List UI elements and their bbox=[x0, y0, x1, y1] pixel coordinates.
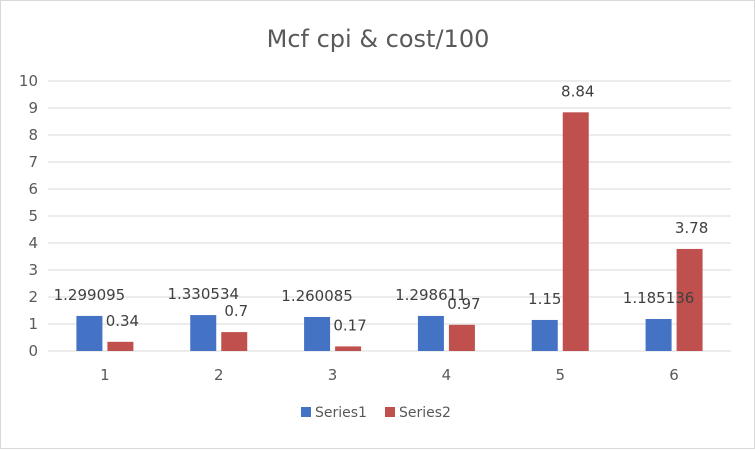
y-tick-label: 7 bbox=[28, 153, 38, 171]
x-tick-label: 5 bbox=[555, 366, 565, 384]
data-label-series1: 1.298611 bbox=[395, 286, 467, 304]
legend-label: Series1 bbox=[315, 405, 367, 421]
legend-swatch bbox=[301, 407, 311, 417]
bar-series1 bbox=[76, 315, 103, 351]
data-label-series1: 1.330534 bbox=[167, 285, 239, 303]
data-label-series2: 0.34 bbox=[106, 312, 139, 330]
legend: Series1 Series2 bbox=[301, 405, 451, 421]
bar-series2 bbox=[335, 346, 362, 351]
y-tick-label: 9 bbox=[28, 99, 38, 117]
bars bbox=[76, 112, 703, 351]
bar-series1 bbox=[417, 315, 444, 351]
bar-series2 bbox=[107, 341, 134, 351]
data-label-series2: 0.7 bbox=[224, 302, 248, 320]
bar-series1 bbox=[645, 319, 672, 351]
x-axis-ticks: 1 2 3 4 5 6 bbox=[100, 366, 679, 384]
data-label-series2: 3.78 bbox=[675, 219, 708, 237]
x-tick-label: 1 bbox=[100, 366, 110, 384]
legend-label: Series2 bbox=[399, 405, 451, 421]
data-label-series2: 0.17 bbox=[333, 316, 366, 334]
data-label-series1: 1.260085 bbox=[281, 287, 353, 305]
bar-series2 bbox=[562, 112, 589, 351]
data-label-series1: 1.185136 bbox=[623, 289, 695, 307]
x-tick-label: 2 bbox=[214, 366, 224, 384]
gridlines bbox=[48, 80, 731, 352]
y-tick-label: 2 bbox=[28, 288, 38, 306]
y-axis-ticks: 0 1 2 3 4 5 6 7 8 9 10 bbox=[19, 72, 38, 360]
bar-series2 bbox=[221, 332, 248, 351]
legend-swatch bbox=[385, 407, 395, 417]
y-tick-label: 4 bbox=[28, 234, 38, 252]
bar-series2 bbox=[448, 324, 475, 351]
x-tick-label: 3 bbox=[328, 366, 338, 384]
x-tick-label: 6 bbox=[669, 366, 679, 384]
y-tick-label: 3 bbox=[28, 261, 38, 279]
y-tick-label: 0 bbox=[28, 342, 38, 360]
bar-series1 bbox=[531, 319, 558, 351]
bar-series1 bbox=[304, 316, 331, 351]
data-label-series2: 0.97 bbox=[447, 295, 480, 313]
x-tick-label: 4 bbox=[442, 366, 452, 384]
data-label-series1: 1.15 bbox=[528, 290, 561, 308]
y-tick-label: 1 bbox=[28, 315, 38, 333]
data-label-series1: 1.299095 bbox=[54, 286, 126, 304]
y-tick-label: 10 bbox=[19, 72, 38, 90]
bar-series2 bbox=[676, 248, 703, 351]
y-tick-label: 6 bbox=[28, 180, 38, 198]
bar-series1 bbox=[190, 315, 217, 351]
y-tick-label: 5 bbox=[28, 207, 38, 225]
chart-title: Mcf cpi & cost/100 bbox=[267, 25, 490, 53]
y-tick-label: 8 bbox=[28, 126, 38, 144]
data-label-series2: 8.84 bbox=[561, 82, 594, 100]
